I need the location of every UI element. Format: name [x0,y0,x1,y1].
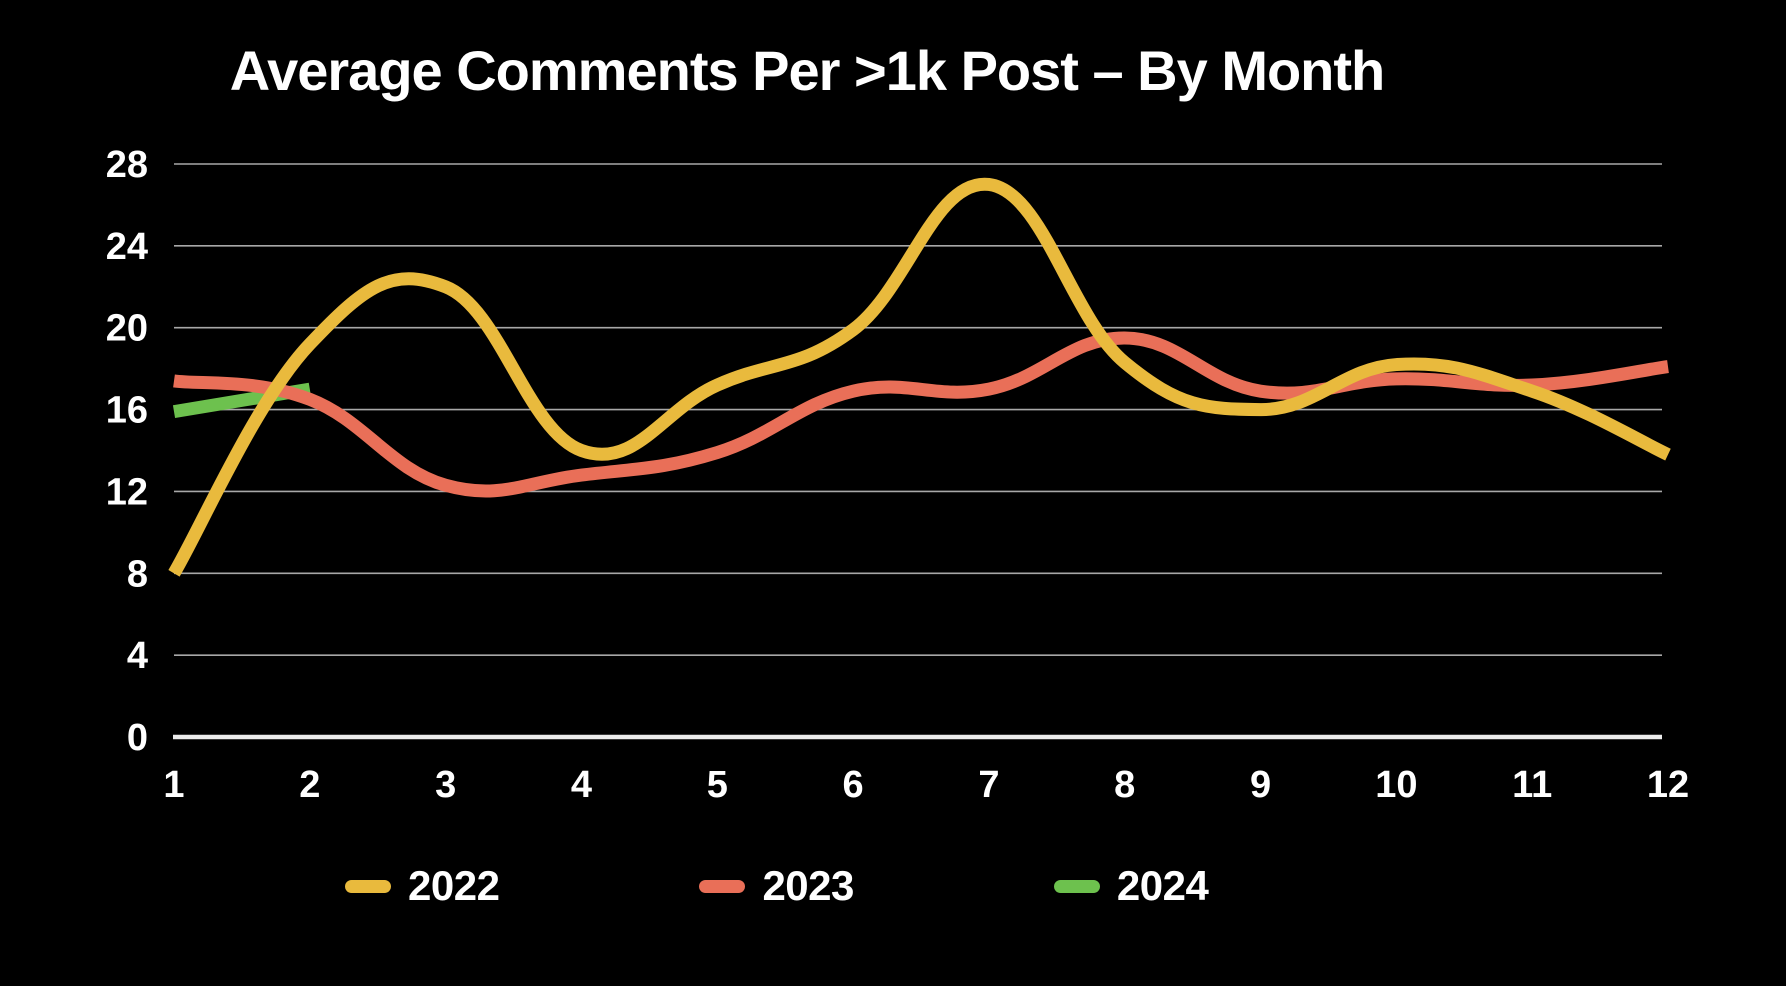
y-axis-tick-label: 12 [106,471,148,513]
legend-label: 2024 [1116,862,1209,909]
x-axis-tick-label: 11 [1512,764,1552,806]
legend-dash-icon [699,879,746,893]
series-line-2022 [168,177,1671,577]
y-axis-tick-label: 28 [106,144,148,186]
legend-dash-icon [1053,879,1100,893]
y-axis-tick-label: 16 [106,390,148,432]
x-axis-tick-label: 12 [1647,764,1689,806]
x-axis-tick-label: 4 [571,764,592,806]
legend-dash-icon [345,879,391,893]
y-axis-tick-label: 0 [127,717,148,759]
legend-item-2023[interactable]: 2023 [699,862,854,910]
legend: 2022 2023 2024 [345,862,1209,910]
y-axis-tick-label: 8 [127,553,148,595]
y-axis-tick-label: 20 [106,308,148,350]
x-axis-tick-label: 8 [1114,764,1135,806]
series-line-2023 [173,331,1669,498]
y-axis-tick-label: 24 [106,226,148,268]
x-axis-tick-label: 1 [163,764,184,806]
legend-item-2022[interactable]: 2022 [345,862,500,910]
x-axis-tick-label: 6 [843,764,864,806]
legend-label: 2022 [408,862,500,909]
x-axis-tick-label: 2 [299,764,320,806]
x-axis-tick-label: 7 [978,764,999,806]
legend-label: 2023 [762,862,854,909]
legend-item-2024[interactable]: 2024 [1053,862,1209,910]
x-axis-tick-label: 3 [435,764,456,806]
y-axis-tick-label: 4 [127,635,148,677]
x-axis-tick-label: 9 [1250,764,1271,806]
x-axis-tick-label: 10 [1375,764,1417,806]
x-axis-tick-label: 5 [707,764,728,806]
chart-title: Average Comments Per >1k Post – By Month [229,39,1386,102]
